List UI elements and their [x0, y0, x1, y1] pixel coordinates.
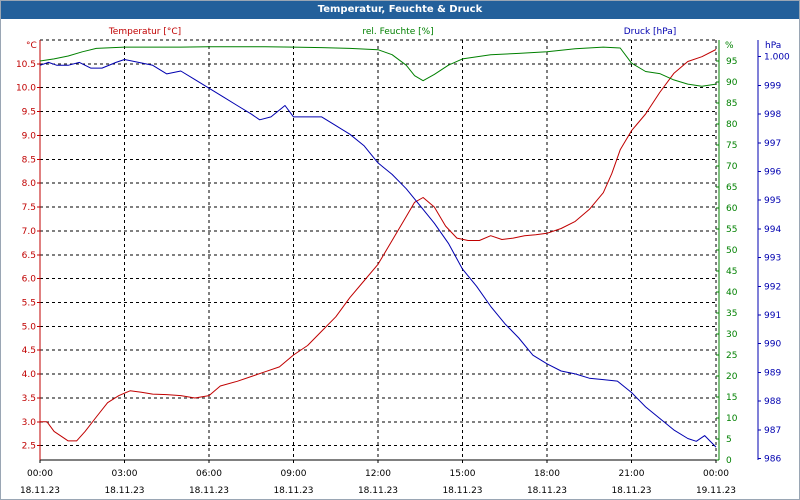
humidity-tick-label: 90 — [726, 78, 738, 88]
x-tick-date-label: 18.11.23 — [442, 486, 482, 496]
humidity-tick-label: 85 — [726, 99, 737, 109]
temperature-axis-title: Temperatur [°C] — [108, 27, 181, 37]
x-tick-date-label: 18.11.23 — [189, 486, 229, 496]
pressure-tick-label: 998 — [764, 110, 781, 120]
humidity-tick-label: 35 — [726, 309, 737, 319]
pressure-tick-label: 989 — [764, 368, 781, 378]
pressure-axis-title: Druck [hPa] — [624, 27, 677, 37]
humidity-tick-label: 70 — [726, 162, 738, 172]
humidity-tick-label: 25 — [726, 351, 737, 361]
humidity-tick-label: 5 — [726, 435, 732, 445]
humidity-tick-label: 30 — [726, 330, 738, 340]
temperature-tick-label: 10.5 — [16, 60, 36, 70]
x-tick-date-label: 18.11.23 — [611, 486, 651, 496]
pressure-tick-label: 1.000 — [764, 53, 790, 63]
humidity-tick-label: 55 — [726, 225, 737, 235]
humidity-tick-label: 50 — [726, 246, 738, 256]
pressure-tick-label: 986 — [764, 455, 781, 465]
series — [39, 46, 717, 448]
humidity-tick-label: 75 — [726, 141, 737, 151]
pressure-tick-label: 996 — [764, 167, 781, 177]
x-tick-time-label: 00:00 — [27, 469, 53, 479]
x-tick-time-label: 21:00 — [619, 469, 645, 479]
humidity-tick-label: 95 — [726, 57, 737, 67]
x-tick-date-label: 18.11.23 — [20, 486, 60, 496]
pressure-tick-label: 990 — [764, 340, 781, 350]
x-tick-date-label: 19.11.23 — [696, 486, 736, 496]
temperature-tick-label: 8.5 — [22, 155, 36, 165]
pressure-tick-label: 997 — [764, 139, 781, 149]
x-tick-time-label: 03:00 — [112, 469, 138, 479]
temperature-tick-label: 6.0 — [22, 275, 37, 285]
temperature-tick-label: 5.0 — [22, 322, 37, 332]
temperature-tick-label: 4.0 — [22, 370, 37, 380]
temperature-tick-label: 6.5 — [22, 251, 36, 261]
pressure-tick-label: 995 — [764, 196, 781, 206]
temperature-tick-label: 7.5 — [22, 203, 36, 213]
humidity-unit-label: % — [725, 41, 734, 51]
x-tick-time-label: 12:00 — [365, 469, 391, 479]
temperature-tick-label: 3.0 — [22, 418, 37, 428]
grid-lines — [39, 39, 717, 460]
axes — [37, 40, 761, 463]
pressure-tick-label: 992 — [764, 282, 781, 292]
pressure-tick-label: 993 — [764, 254, 781, 264]
humidity-tick-label: 45 — [726, 267, 737, 277]
x-tick-time-label: 06:00 — [196, 469, 222, 479]
series-line-pressure — [39, 59, 717, 448]
temperature-tick-label: 8.0 — [22, 179, 37, 189]
series-line-temperature — [40, 49, 717, 442]
pressure-tick-label: 988 — [764, 397, 781, 407]
humidity-tick-label: 40 — [726, 288, 738, 298]
humidity-tick-label: 10 — [726, 414, 738, 424]
humidity-axis-title: rel. Feuchte [%] — [362, 27, 433, 37]
temperature-tick-label: 9.0 — [22, 131, 37, 141]
humidity-tick-label: 80 — [726, 120, 738, 130]
temperature-tick-label: 3.5 — [22, 394, 36, 404]
x-tick-time-label: 15:00 — [450, 469, 476, 479]
window-title: Temperatur, Feuchte & Druck — [0, 0, 800, 19]
x-tick-date-label: 18.11.23 — [527, 486, 567, 496]
x-tick-date-label: 18.11.23 — [358, 486, 398, 496]
pressure-tick-label: 987 — [764, 426, 781, 436]
x-tick-time-label: 09:00 — [281, 469, 307, 479]
humidity-tick-label: 60 — [726, 204, 738, 214]
x-tick-time-label: 00:00 — [703, 469, 729, 479]
temperature-tick-label: 2.5 — [22, 442, 36, 452]
pressure-unit-label: hPa — [765, 41, 781, 51]
pressure-tick-label: 991 — [764, 311, 781, 321]
temperature-tick-label: 10.0 — [16, 84, 36, 94]
temperature-tick-label: 7.0 — [22, 227, 37, 237]
temperature-tick-label: 9.5 — [22, 108, 36, 118]
pressure-tick-label: 999 — [764, 81, 781, 91]
humidity-tick-label: 65 — [726, 183, 737, 193]
x-tick-date-label: 18.11.23 — [104, 486, 144, 496]
temperature-tick-label: 4.5 — [22, 346, 36, 356]
pressure-tick-label: 994 — [764, 225, 781, 235]
series-line-humidity — [39, 46, 717, 87]
humidity-tick-label: 20 — [726, 372, 738, 382]
humidity-tick-label: 15 — [726, 393, 737, 403]
humidity-tick-label: 0 — [726, 456, 732, 466]
tick-labels: 2.5 3.0 3.5 4.0 4.5 5.0 5.5 6.0 6.5 7.0 7.5 8.0 8.5 9… — [16, 53, 790, 496]
x-tick-date-label: 18.11.23 — [273, 486, 313, 496]
temperature-unit-label: °C — [26, 41, 37, 51]
x-tick-time-label: 18:00 — [534, 469, 560, 479]
temperature-tick-label: 5.5 — [22, 299, 36, 309]
